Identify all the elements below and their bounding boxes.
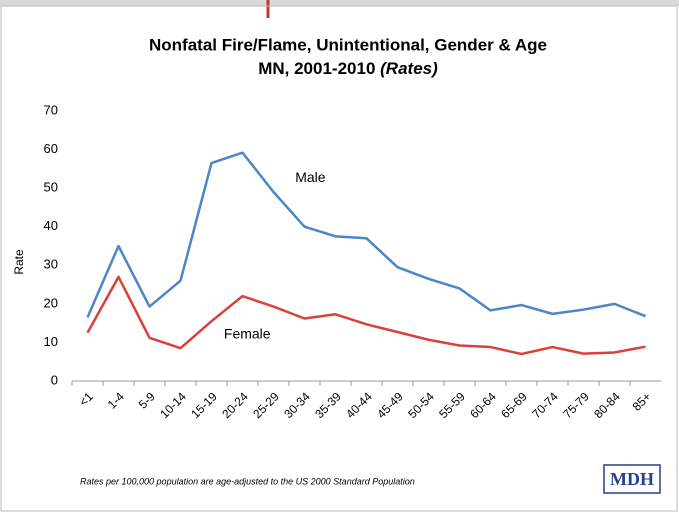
line-series xyxy=(86,275,646,356)
y-tick-label: 20 xyxy=(44,295,58,310)
line-series xyxy=(86,151,646,318)
y-tick-label: 40 xyxy=(44,218,58,233)
footnote: Rates per 100,000 population are age-adj… xyxy=(80,476,415,486)
logo: MDH xyxy=(610,469,654,489)
y-tick-label: 10 xyxy=(44,334,58,349)
series-label: Female xyxy=(224,325,271,341)
y-tick-label: 50 xyxy=(44,180,58,195)
logo-box xyxy=(603,464,661,494)
y-tick-label: 70 xyxy=(44,102,58,117)
top-bar xyxy=(0,0,679,6)
y-tick-label: 0 xyxy=(51,372,58,387)
chart-subtitle: MN, 2001-2010 (Rates) xyxy=(258,59,438,78)
chart-title: Nonfatal Fire/Flame, Unintentional, Gend… xyxy=(149,35,547,54)
frame xyxy=(0,5,678,512)
series-label: Male xyxy=(295,169,326,185)
subtitle-emphasis: (Rates) xyxy=(380,59,438,78)
y-tick-label: 30 xyxy=(44,257,58,272)
subtitle-main: MN, 2001-2010 xyxy=(258,59,375,78)
y-tick-label: 60 xyxy=(44,141,58,156)
y-axis-label: Rate xyxy=(12,249,26,275)
